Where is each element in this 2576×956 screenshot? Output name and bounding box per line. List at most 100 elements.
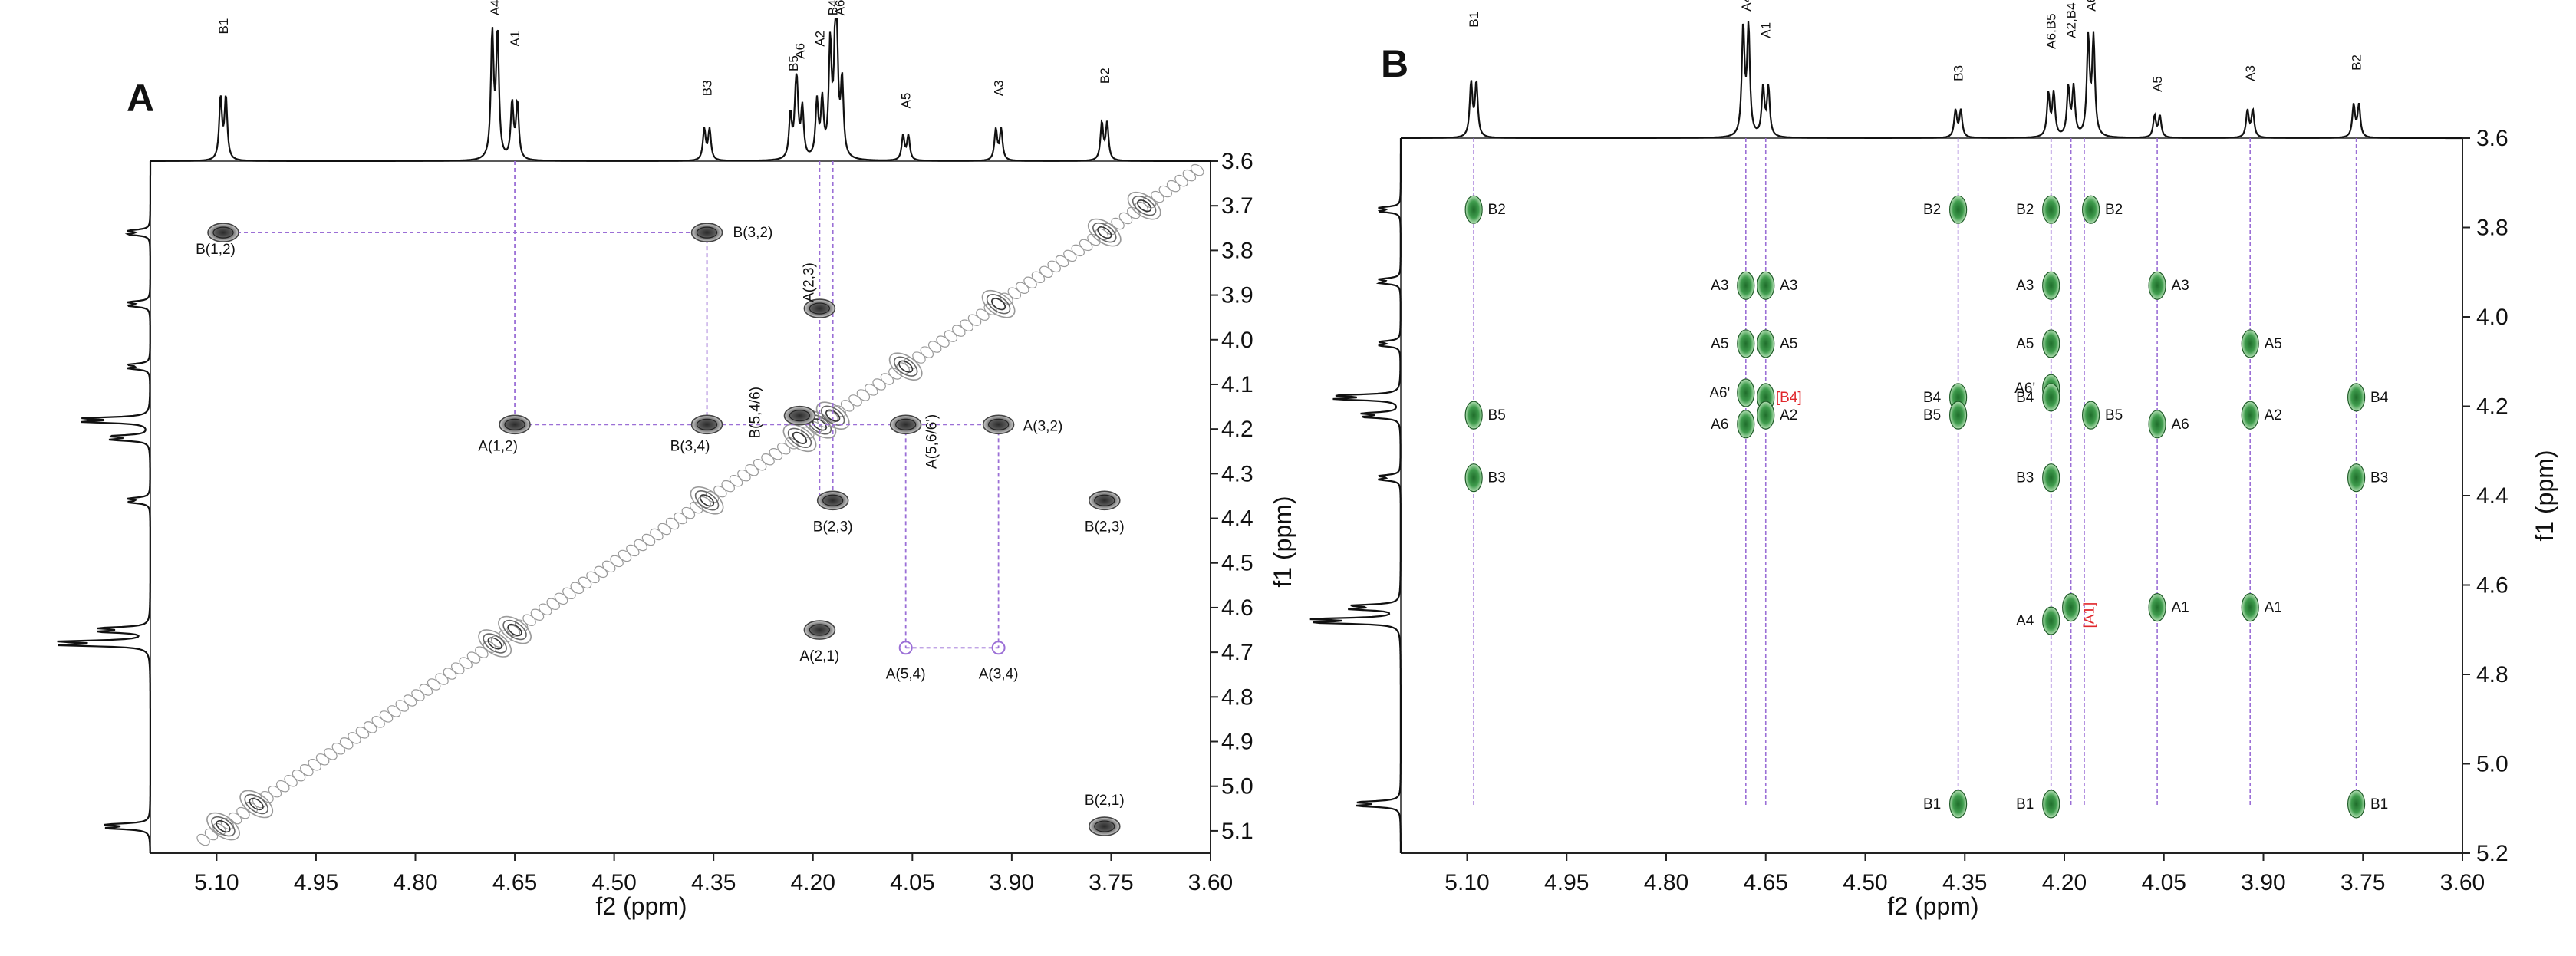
diagonal-contour <box>506 625 521 637</box>
noesy-cross-peak <box>1737 410 1755 439</box>
noesy-peak-label: A3 <box>1711 278 1728 294</box>
noesy-peak-label: B2 <box>2016 202 2034 218</box>
noesy-peak-label: [B4] <box>1776 390 1802 406</box>
diagonal-contour <box>355 727 370 739</box>
y-tick-label: 4.7 <box>1221 640 1253 665</box>
cross-peak <box>982 414 1015 435</box>
cross-peak <box>898 641 913 655</box>
diagonal-contour <box>371 716 385 728</box>
x-tick-label: 4.65 <box>1744 870 1788 895</box>
top-peak-label: B3 <box>700 80 715 96</box>
noesy-cross-peak <box>2148 410 2166 439</box>
x-tick-label: 4.05 <box>2142 870 2186 895</box>
noesy-cross-peak <box>2347 463 2366 493</box>
top-1d-spectrum <box>150 18 1211 162</box>
noesy-cross-peak <box>1757 271 1775 300</box>
diagonal-contour <box>681 506 696 519</box>
noesy-peak-label: B4 <box>2370 390 2389 406</box>
diagonal-peak <box>981 289 1016 318</box>
diagonal-peak <box>498 615 532 644</box>
noesy-cross-peak <box>2042 195 2060 224</box>
cross-peak <box>889 414 922 435</box>
diagonal-contour <box>451 662 465 674</box>
diagonal-contour <box>411 689 425 701</box>
y-tick-label: 4.0 <box>2476 305 2508 330</box>
diagonal-contour <box>539 603 552 615</box>
diagonal-contour <box>1055 255 1069 268</box>
cross-peak-inner-contour <box>809 302 830 315</box>
diagonal-contour <box>1166 180 1181 193</box>
diagonal-contour <box>721 480 735 493</box>
diagonal-contour <box>435 673 449 685</box>
cross-peak-inner-contour <box>212 226 234 239</box>
cross-peak-label: A(3,4) <box>979 666 1019 682</box>
x-tick-label: 3.90 <box>990 870 1034 895</box>
diagonal-peak <box>991 298 1006 311</box>
diagonal-contour <box>761 453 775 466</box>
diagonal-peak <box>820 405 845 426</box>
diagonal-peak <box>478 629 512 658</box>
noesy-cross-peak <box>1949 401 1968 430</box>
diagonal-contour <box>570 582 584 595</box>
diagonal-peak <box>690 486 724 515</box>
y-tick-label: 3.7 <box>1221 193 1253 219</box>
cross-peak-inner-contour <box>789 410 811 422</box>
noesy-peak-label: A5 <box>1780 336 1797 352</box>
diagonal-contour <box>419 684 433 696</box>
x-tick-label: 4.80 <box>393 870 437 895</box>
diagonal-contour <box>562 587 576 600</box>
diagonal-peak <box>888 352 923 381</box>
cross-peak <box>690 414 723 435</box>
diagonal-contour <box>284 774 298 787</box>
diagonal-peak <box>898 360 914 373</box>
y-tick-label: 3.8 <box>1221 238 1253 263</box>
cross-peak-label: B(1,2) <box>196 242 236 258</box>
diagonal-contour <box>880 373 894 385</box>
x-tick-label: 4.50 <box>591 870 636 895</box>
cross-peak-inner-contour <box>1094 820 1115 832</box>
panel-letter: A <box>127 77 154 120</box>
y-tick-label: 4.4 <box>2476 483 2508 509</box>
diagonal-contour <box>952 325 966 337</box>
diagonal-contour <box>459 657 473 669</box>
y-tick-label: 4.5 <box>1221 551 1253 576</box>
noesy-peak-label: A3 <box>2171 278 2189 294</box>
x-tick-label: 4.95 <box>294 870 338 895</box>
top-peak-label: A6 <box>792 43 807 59</box>
noesy-cross-peak <box>2042 606 2060 635</box>
diagonal-contour <box>1063 249 1077 262</box>
diagonal-peak <box>782 424 817 453</box>
noesy-peak-label: B5 <box>2105 407 2123 424</box>
noesy-peak-label: A6' <box>2014 381 2035 397</box>
y-tick-label: 4.4 <box>1221 506 1253 532</box>
diagonal-contour <box>395 700 409 712</box>
diagonal-contour <box>379 710 394 723</box>
noesy-peak-label: A5 <box>2016 336 2034 352</box>
noesy-cross-peak <box>2082 195 2100 224</box>
cross-peak-label: B(5,4/6) <box>747 387 763 439</box>
diagonal-contour <box>1015 282 1029 294</box>
diagonal-contour <box>364 721 377 733</box>
y-tick-label: 4.2 <box>1221 417 1253 442</box>
noesy-peak-label: [A1] <box>2082 602 2098 628</box>
panel-b-noesy: B 5.10 4.95 4.80 4.65 4.50 4.35 4.20 4.05 3.90 3.7… <box>1309 0 2558 920</box>
diagonal-contour <box>339 737 354 750</box>
top-peak-label: B1 <box>1467 12 1481 28</box>
top-peak-label: A4 <box>488 0 502 15</box>
top-peak-label: B1 <box>216 18 231 35</box>
diagonal-contour <box>578 576 592 589</box>
diagonal-contour <box>443 668 457 680</box>
diagonal-contour <box>665 517 680 530</box>
top-peak-label: A4 <box>1739 0 1754 12</box>
noesy-cross-peak <box>2241 401 2259 430</box>
cross-peak-label: B(2,3) <box>1085 519 1125 535</box>
diagonal-contour <box>387 705 401 717</box>
noesy-peak-label: B3 <box>1488 470 1506 486</box>
y-tick-label: 3.8 <box>2476 216 2508 241</box>
top-peak-label: A6',B6 <box>832 0 847 15</box>
noesy-cross-peak <box>2241 329 2259 358</box>
x-tick-label: 4.50 <box>1843 870 1887 895</box>
diagonal-contour <box>427 678 441 691</box>
y-tick-label: 4.6 <box>1221 595 1253 621</box>
panel-letter: B <box>1381 42 1408 85</box>
